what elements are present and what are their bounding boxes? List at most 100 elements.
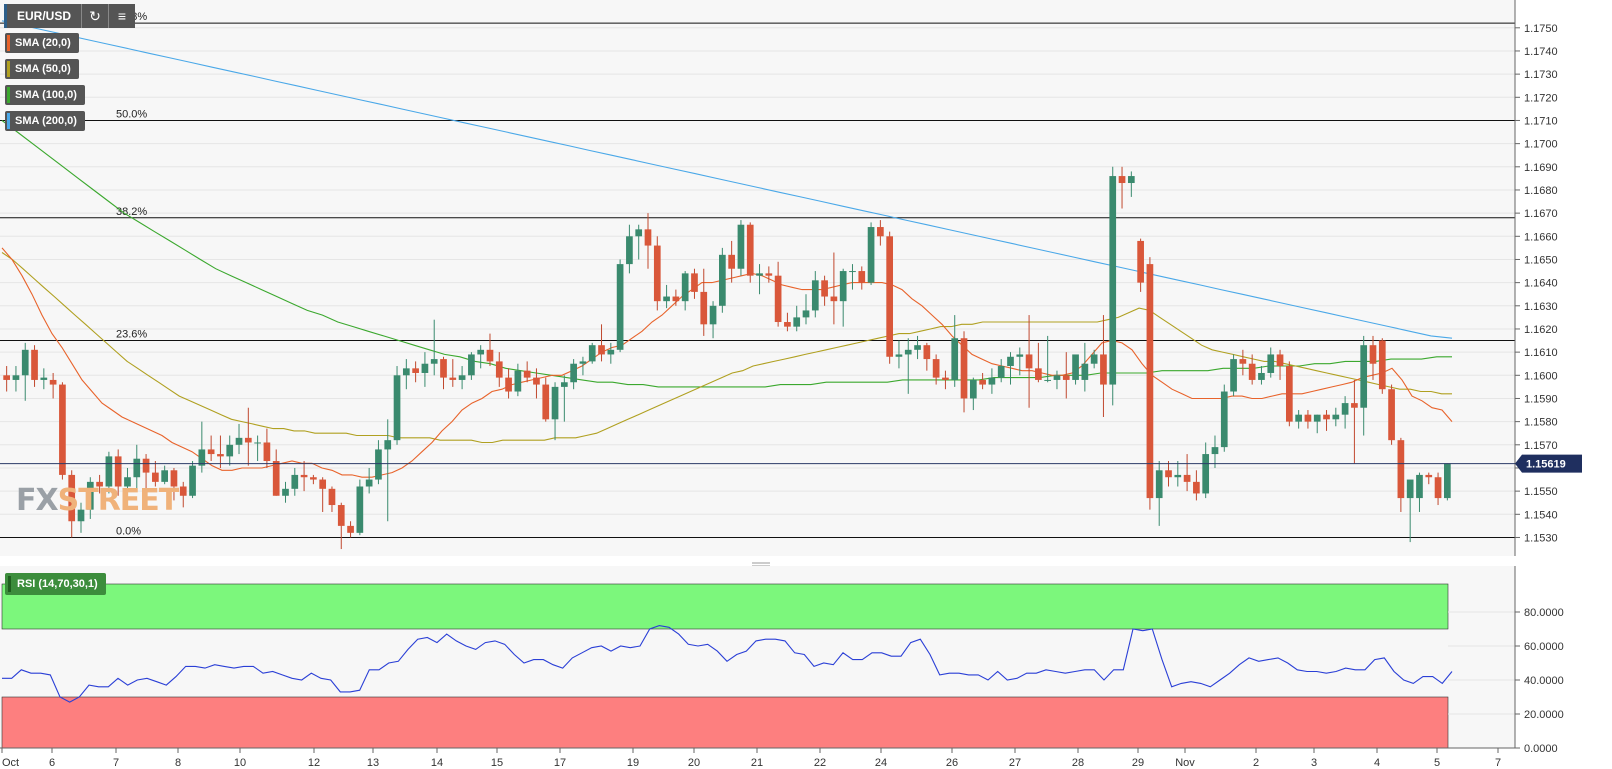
candle [533, 368, 540, 399]
candle-body [542, 384, 550, 420]
symbol-bar: EUR/USD ↻ ≡ [4, 4, 136, 28]
candle-body [328, 488, 336, 506]
time-tick-label: 5 [1434, 757, 1440, 769]
candle-body [858, 271, 866, 283]
candle-body [1090, 354, 1098, 364]
candle-body [235, 437, 243, 445]
legend-item[interactable]: SMA (200,0) [5, 111, 85, 131]
candle [1351, 379, 1358, 464]
legend-item[interactable]: SMA (20,0) [5, 33, 79, 53]
price-tick-label: 1.1530 [1524, 532, 1558, 544]
candle [626, 224, 633, 274]
candle-body [254, 442, 261, 444]
candle-body [12, 375, 20, 380]
time-tick-label: 13 [367, 757, 379, 769]
candle-body [663, 296, 670, 302]
time-tick-label: 19 [627, 757, 639, 769]
candle-body [505, 377, 512, 392]
candle [77, 502, 85, 533]
candle-body [1285, 366, 1293, 422]
rsi-swatch [8, 576, 11, 592]
panel-divider[interactable] [0, 556, 1612, 566]
candle-body [644, 229, 652, 246]
candle [207, 435, 215, 462]
price-tick-label: 1.1710 [1524, 115, 1558, 127]
candle-body [40, 377, 48, 380]
candle-body [737, 224, 745, 269]
legend-item[interactable]: SMA (50,0) [5, 59, 79, 79]
rsi-grid [1, 583, 1515, 749]
candle [105, 451, 113, 494]
logo-street: STREET [57, 483, 180, 518]
candle-body [626, 236, 633, 265]
legend-swatch [7, 61, 10, 77]
candle-body [653, 245, 661, 302]
candle [886, 231, 894, 364]
price-tick-label: 1.1580 [1524, 417, 1558, 429]
candle [784, 312, 791, 332]
candle [477, 345, 485, 369]
candle [1044, 335, 1052, 383]
candle-body [1267, 354, 1275, 373]
rsi-label: RSI (14,70,30,1) [17, 578, 98, 590]
candle [811, 271, 819, 318]
candle-body [579, 361, 587, 364]
candle [756, 264, 763, 295]
candle [198, 421, 206, 473]
candle-body [616, 264, 624, 350]
candle-body [728, 254, 735, 269]
candle-body [821, 280, 828, 297]
rsi-legend[interactable]: RSI (14,70,30,1) [5, 573, 106, 595]
candle-body [1062, 375, 1070, 380]
candle [1323, 410, 1330, 431]
candle [96, 474, 103, 494]
candle [375, 440, 382, 485]
candle-body [170, 470, 178, 487]
candle-body [1313, 414, 1321, 422]
candle-body [1276, 354, 1284, 367]
candle [895, 340, 903, 369]
time-tick-label: Oct [2, 757, 19, 769]
legend-swatch [7, 113, 10, 129]
price-tick-label: 1.1630 [1524, 301, 1558, 313]
price-tick-label: 1.1620 [1524, 324, 1558, 336]
candle [235, 423, 243, 455]
candle [244, 407, 252, 466]
candle [430, 319, 438, 376]
candle [1007, 352, 1014, 385]
price-tick-label: 1.1600 [1524, 370, 1558, 382]
candle [1388, 384, 1395, 445]
symbol-name[interactable]: EUR/USD [4, 4, 82, 28]
price-axis: 1.1750 1.1740 1.1730 1.1720 1.1710 1.1700 1.16… [1514, 0, 1582, 556]
candle-body [1295, 414, 1302, 422]
candle [914, 335, 921, 360]
candle-body [198, 449, 206, 466]
candle-body [458, 375, 466, 380]
candle-body [523, 370, 531, 378]
candle [681, 271, 689, 311]
candle-body [226, 444, 234, 457]
legend-swatch [7, 35, 10, 51]
candle-body [1444, 463, 1451, 499]
candle [152, 461, 159, 487]
candle-body [719, 254, 726, 306]
candle [691, 268, 698, 299]
refresh-icon[interactable]: ↻ [81, 4, 109, 28]
candle-body [1248, 363, 1256, 380]
candle [68, 470, 76, 538]
candle-body [765, 273, 773, 276]
candle-body [272, 461, 280, 496]
ruler-icon[interactable]: ≡ [108, 4, 136, 28]
candle [86, 477, 94, 519]
legend-label: SMA (200,0) [15, 115, 77, 127]
candle [1016, 347, 1024, 376]
candle [1313, 414, 1321, 434]
candle [653, 236, 661, 311]
candles [3, 166, 1451, 550]
candle [124, 467, 131, 496]
legend-item[interactable]: SMA (100,0) [5, 85, 85, 105]
fxstreet-logo: FXSTREET [16, 483, 180, 518]
candle-body [105, 456, 113, 487]
candle-body [849, 271, 856, 273]
